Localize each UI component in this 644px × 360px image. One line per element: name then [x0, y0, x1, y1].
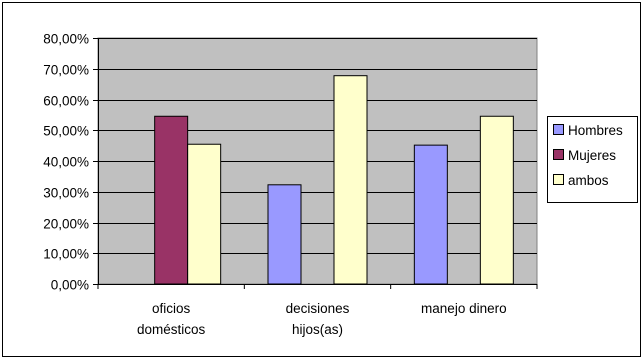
legend-label-mujeres: Mujeres — [568, 148, 616, 163]
y-tick-label: 60,00% — [43, 94, 89, 109]
x-category-label: domésticos — [137, 322, 206, 337]
bar-mujeres-0 — [154, 115, 189, 285]
y-tick-label: 80,00% — [43, 32, 89, 47]
legend-swatch-ambos — [553, 174, 564, 185]
bar-ambos-0 — [187, 143, 222, 285]
y-tick-label: 30,00% — [43, 186, 89, 201]
x-category-label: manejo dinero — [421, 301, 507, 316]
bar-ambos-1 — [333, 75, 368, 285]
y-tick-label: 50,00% — [43, 124, 89, 139]
x-category-label: decisiones — [286, 301, 350, 316]
legend-swatch-hombres — [553, 124, 564, 135]
y-tick-label: 10,00% — [43, 247, 89, 262]
legend-swatch-mujeres — [553, 149, 564, 160]
y-tick-label: 20,00% — [43, 217, 89, 232]
bar-hombres-2 — [413, 144, 448, 285]
x-category-label: hijos(as) — [292, 322, 343, 337]
y-tick-label: 0,00% — [51, 278, 89, 293]
legend-label-ambos: ambos — [568, 173, 609, 188]
bar-hombres-1 — [267, 184, 302, 285]
bar-ambos-2 — [479, 115, 514, 285]
x-category-label: oficios — [152, 301, 191, 316]
y-tick-label: 40,00% — [43, 155, 89, 170]
y-tick-label: 70,00% — [43, 63, 89, 78]
legend-label-hombres: Hombres — [568, 123, 623, 138]
